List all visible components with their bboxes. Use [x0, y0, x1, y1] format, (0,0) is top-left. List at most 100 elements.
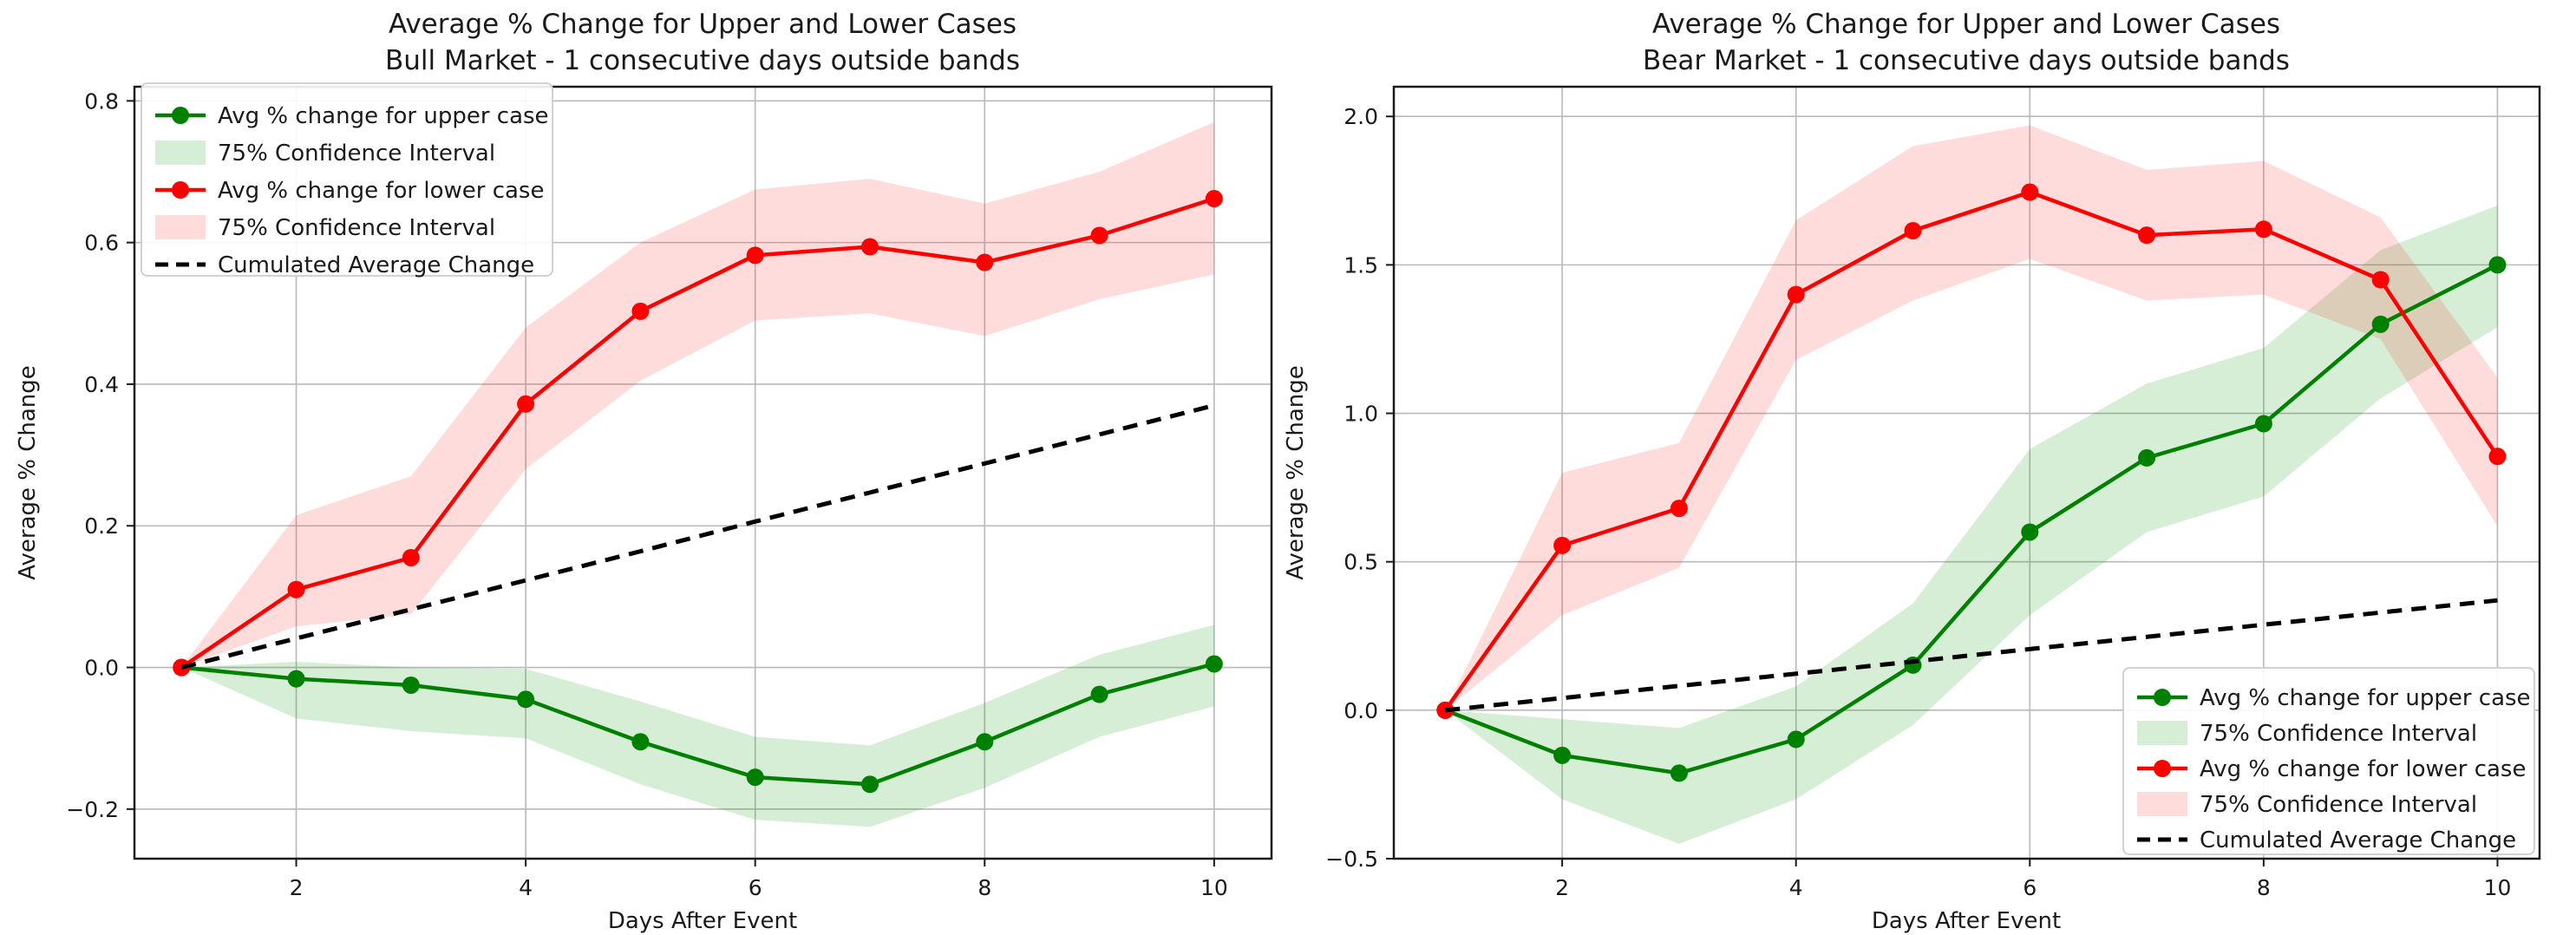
legend-label: 75% Confidence Interval	[218, 141, 495, 167]
data-point-marker	[1670, 500, 1688, 518]
data-point-marker	[2138, 226, 2156, 245]
legend-marker-swatch	[172, 107, 189, 124]
left-chart-subtitle: Bull Market - 1 consecutive days outside…	[385, 45, 1020, 76]
legend-label: Cumulated Average Change	[218, 252, 534, 278]
data-point-marker	[1205, 655, 1223, 673]
legend-marker-swatch	[2154, 760, 2171, 777]
left-chart-ylabel: Average % Change	[15, 365, 41, 580]
y-tick-label: 0.6	[84, 231, 119, 256]
y-tick-label: −0.5	[1325, 847, 1378, 872]
y-tick-label: 0.4	[84, 372, 119, 397]
x-tick-label: 2	[1555, 875, 1569, 900]
data-point-marker	[402, 548, 420, 566]
legend-label: Avg % change for upper case	[2200, 685, 2531, 711]
lower-case-confidence-band	[1445, 125, 2498, 710]
data-point-marker	[2021, 183, 2039, 201]
data-point-marker	[517, 690, 535, 709]
x-tick-label: 2	[290, 875, 304, 900]
cumulated-average-line	[1445, 598, 2498, 713]
x-tick-label: 10	[2484, 875, 2512, 900]
upper-case-confidence-band	[181, 624, 1214, 827]
right-chart-title: Average % Change for Upper and Lower Cas…	[1652, 9, 2280, 40]
data-point-marker	[1205, 190, 1223, 208]
y-tick-label: 0.5	[1344, 550, 1378, 575]
legend-box	[141, 82, 553, 277]
right-chart-subtitle: Bear Market - 1 consecutive days outside…	[1643, 45, 2290, 76]
axes-frame	[1392, 85, 2541, 860]
data-point-marker	[1090, 685, 1108, 703]
legend-label: Avg % change for lower case	[218, 178, 544, 204]
legend-label: 75% Confidence Interval	[218, 215, 495, 241]
data-point-marker	[2488, 448, 2507, 466]
data-point-marker	[287, 580, 305, 598]
data-point-marker	[517, 395, 535, 413]
data-point-marker	[976, 253, 994, 271]
right-chart-xlabel: Days After Event	[1872, 908, 2061, 934]
data-point-marker	[1904, 656, 1922, 674]
data-point-marker	[1904, 222, 1922, 240]
data-point-marker	[860, 238, 879, 256]
x-tick-label: 6	[2023, 875, 2037, 900]
y-tick-label: 1.0	[1344, 402, 1378, 427]
data-point-marker	[631, 733, 650, 751]
legend-band-swatch	[155, 215, 206, 239]
y-tick-label: 2.0	[1344, 104, 1378, 129]
x-tick-label: 8	[2257, 875, 2271, 900]
data-point-marker	[631, 302, 650, 320]
y-tick-label: 0.0	[84, 656, 119, 681]
bear-market-plot: 2.0 1.5 1.0 0.5 0.0 −0.5 2 4 6 8 10 Avg % change fo…	[1325, 85, 2541, 900]
x-tick-label: 10	[1200, 875, 1228, 900]
cumulated-average-line	[180, 403, 1215, 670]
lower-case-line	[1443, 190, 2500, 712]
upper-case-line	[1444, 263, 2499, 775]
data-point-marker	[1553, 536, 1572, 554]
axes-frame	[133, 85, 1273, 860]
legend-marker-swatch	[172, 181, 189, 199]
data-point-marker	[2371, 271, 2390, 289]
data-point-marker	[1787, 730, 1805, 749]
x-tick-label: 8	[977, 875, 991, 900]
legend-label: Avg % change for lower case	[2200, 756, 2526, 782]
legend-label: Cumulated Average Change	[2200, 827, 2516, 853]
data-point-marker	[1670, 764, 1688, 782]
legend-marker-swatch	[2154, 689, 2171, 706]
data-point-marker	[746, 768, 764, 787]
legend-box	[2122, 667, 2535, 855]
data-point-marker	[2138, 448, 2156, 467]
data-point-marker	[746, 246, 764, 265]
data-point-marker	[2254, 220, 2272, 239]
data-point-marker	[1553, 746, 1572, 764]
data-point-marker	[976, 733, 994, 751]
legend-band-swatch	[155, 141, 206, 165]
y-tick-label: 0.8	[84, 88, 119, 114]
right-chart-ylabel: Average % Change	[1283, 365, 1309, 580]
data-point-marker	[2021, 523, 2039, 541]
data-point-marker	[1090, 226, 1108, 245]
data-point-marker	[1787, 285, 1805, 304]
y-tick-label: 0.2	[84, 513, 119, 539]
data-point-marker	[402, 676, 420, 694]
data-point-marker	[2371, 315, 2390, 333]
x-tick-label: 4	[519, 875, 533, 900]
y-tick-label: 0.0	[1344, 698, 1378, 723]
x-tick-label: 4	[1789, 875, 1803, 900]
upper-case-line	[181, 662, 1215, 787]
data-point-marker	[2488, 256, 2507, 274]
data-point-marker	[287, 670, 305, 688]
data-point-marker	[860, 775, 879, 794]
legend-label: 75% Confidence Interval	[2200, 721, 2477, 747]
legend-label: Avg % change for upper case	[218, 103, 549, 129]
left-chart-xlabel: Days After Event	[608, 908, 797, 934]
bull-market-plot: 0.8 0.6 0.4 0.2 0.0 −0.2 2 4 6 8 10 Avg % change fo…	[66, 82, 1273, 900]
legend-band-swatch	[2137, 721, 2187, 745]
legend-label: 75% Confidence Interval	[2200, 792, 2477, 818]
data-point-marker	[2254, 415, 2272, 433]
upper-case-confidence-band	[1445, 205, 2498, 844]
x-tick-label: 6	[749, 875, 762, 900]
y-tick-label: −0.2	[66, 797, 119, 822]
y-tick-label: 1.5	[1344, 252, 1378, 278]
left-chart-title: Average % Change for Upper and Lower Cas…	[389, 9, 1017, 40]
lower-case-line	[180, 196, 1215, 670]
